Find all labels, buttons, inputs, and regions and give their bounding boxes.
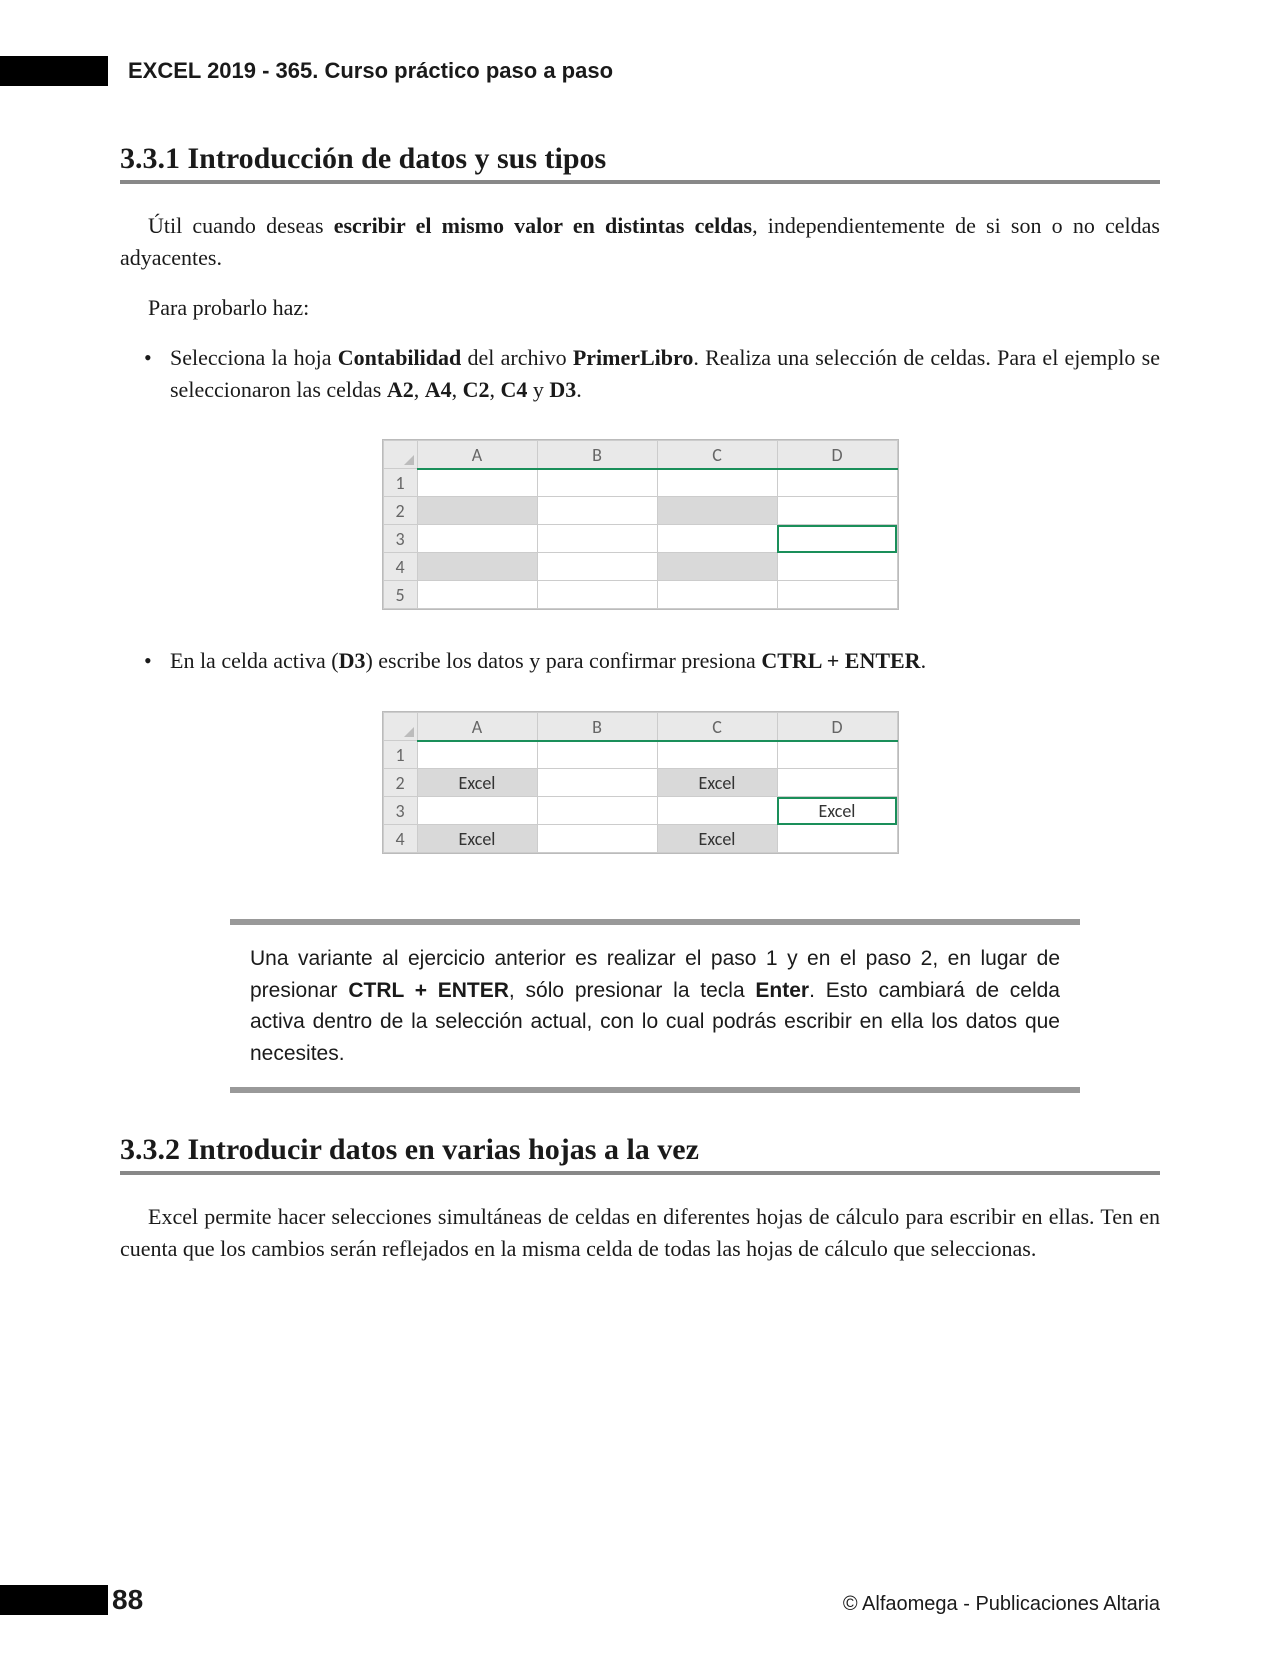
- col-header: C: [657, 441, 777, 469]
- cell: [417, 741, 537, 769]
- cell: [537, 741, 657, 769]
- row-header: 5: [383, 581, 417, 609]
- text-bold: Enter: [755, 979, 809, 1002]
- cell: [777, 497, 897, 525]
- cell: [537, 469, 657, 497]
- book-title: EXCEL 2019 - 365. Curso práctico paso a …: [128, 58, 613, 84]
- cell-selected: [417, 553, 537, 581]
- cell: [537, 581, 657, 609]
- text: ,: [452, 377, 463, 402]
- cell: [537, 797, 657, 825]
- col-header: D: [777, 713, 897, 741]
- cell: [777, 553, 897, 581]
- text: En la celda activa (: [170, 648, 339, 673]
- select-all-corner: [383, 713, 417, 741]
- text: Selecciona la hoja: [170, 345, 338, 370]
- footer-decoration: [0, 1585, 108, 1615]
- cell: [537, 769, 657, 797]
- header-decoration: [0, 56, 108, 86]
- section-heading-331: 3.3.1 Introducción de datos y sus tipos: [120, 142, 1160, 184]
- text: , sólo presionar la tecla: [509, 979, 755, 1002]
- text: del archivo: [461, 345, 573, 370]
- text: ) escribe los datos y para confirmar pre…: [365, 648, 761, 673]
- row-header: 2: [383, 497, 417, 525]
- excel-figure-2: A B C D 1 2ExcelExcel 3Excel 4ExcelExcel: [382, 711, 899, 854]
- col-header: A: [417, 713, 537, 741]
- col-header: A: [417, 441, 537, 469]
- cell: [657, 469, 777, 497]
- cell: [537, 525, 657, 553]
- text-bold: PrimerLibro: [573, 345, 694, 370]
- cell: [657, 797, 777, 825]
- list-item-1: Selecciona la hoja Contabilidad del arch…: [170, 342, 1160, 406]
- select-all-corner: [383, 441, 417, 469]
- cell: [417, 581, 537, 609]
- cell-selected: Excel: [657, 825, 777, 853]
- cell-selected: [657, 553, 777, 581]
- text-bold: A2: [387, 377, 414, 402]
- cell: [657, 581, 777, 609]
- cell: [657, 525, 777, 553]
- cell: [537, 553, 657, 581]
- col-header: B: [537, 713, 657, 741]
- cell: [777, 581, 897, 609]
- text: ,: [490, 377, 501, 402]
- page-header: EXCEL 2019 - 365. Curso práctico paso a …: [0, 56, 1160, 86]
- cell: [777, 741, 897, 769]
- text-bold: escribir el mismo valor en distintas cel…: [334, 213, 752, 238]
- cell: [537, 825, 657, 853]
- cell-selected: Excel: [417, 769, 537, 797]
- tip-box: Una variante al ejercicio anterior es re…: [230, 919, 1080, 1093]
- excel-grid-1: A B C D 1 2 3 4 5: [383, 440, 898, 609]
- row-header: 2: [383, 769, 417, 797]
- section1-paragraph-2: Para probarlo haz:: [120, 292, 1160, 324]
- text: y: [527, 377, 549, 402]
- row-header: 3: [383, 525, 417, 553]
- text-bold: A4: [425, 377, 452, 402]
- col-header: B: [537, 441, 657, 469]
- cell-active: Excel: [777, 797, 897, 825]
- text: .: [921, 648, 927, 673]
- cell-selected: Excel: [657, 769, 777, 797]
- col-header: D: [777, 441, 897, 469]
- section1-paragraph-1: Útil cuando deseas escribir el mismo val…: [120, 210, 1160, 274]
- cell-selected: [417, 497, 537, 525]
- row-header: 4: [383, 825, 417, 853]
- list-item-2: En la celda activa (D3) escribe los dato…: [170, 645, 1160, 677]
- cell: [777, 825, 897, 853]
- cell-selected: Excel: [417, 825, 537, 853]
- text-bold: D3: [339, 648, 366, 673]
- copyright: © Alfaomega - Publicaciones Altaria: [843, 1593, 1160, 1616]
- excel-grid-2: A B C D 1 2ExcelExcel 3Excel 4ExcelExcel: [383, 712, 898, 853]
- cell: [417, 469, 537, 497]
- cell: [777, 469, 897, 497]
- text-bold: Contabilidad: [338, 345, 462, 370]
- cell: [417, 797, 537, 825]
- text: ,: [414, 377, 425, 402]
- text: Útil cuando deseas: [148, 213, 334, 238]
- text-bold: CTRL + ENTER: [348, 979, 509, 1002]
- text-bold: C2: [463, 377, 490, 402]
- row-header: 1: [383, 741, 417, 769]
- text: .: [576, 377, 582, 402]
- page-number: 88: [112, 1584, 143, 1616]
- row-header: 3: [383, 797, 417, 825]
- cell: [537, 497, 657, 525]
- section2-paragraph-1: Excel permite hacer selecciones simultán…: [120, 1201, 1160, 1265]
- cell-active: [777, 525, 897, 553]
- page-footer: 88 © Alfaomega - Publicaciones Altaria: [0, 1584, 1160, 1616]
- col-header: C: [657, 713, 777, 741]
- cell: [417, 525, 537, 553]
- text-bold: D3: [549, 377, 576, 402]
- excel-figure-1: A B C D 1 2 3 4 5: [382, 439, 899, 610]
- section-heading-332: 3.3.2 Introducir datos en varias hojas a…: [120, 1133, 1160, 1175]
- row-header: 4: [383, 553, 417, 581]
- text-bold: C4: [501, 377, 528, 402]
- text-bold: CTRL + ENTER: [761, 648, 920, 673]
- cell: [777, 769, 897, 797]
- row-header: 1: [383, 469, 417, 497]
- cell-selected: [657, 497, 777, 525]
- cell: [657, 741, 777, 769]
